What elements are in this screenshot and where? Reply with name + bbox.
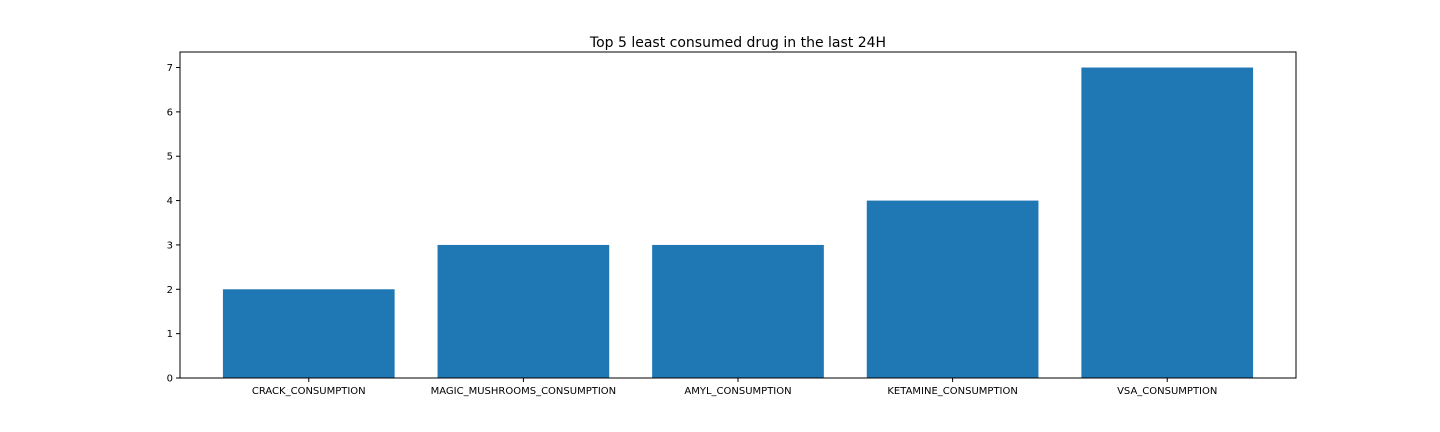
x-tick-label: VSA_CONSUMPTION xyxy=(1117,386,1217,397)
x-axis: CRACK_CONSUMPTION MAGIC_MUSHROOMS_CONSUMP… xyxy=(252,378,1217,397)
bar-crack-consumption xyxy=(222,289,395,378)
y-tick-label: 1 xyxy=(167,329,173,340)
chart-title: Top 5 least consumed drug in the last 24… xyxy=(589,35,886,51)
y-tick-label: 3 xyxy=(167,240,173,251)
plot-frame xyxy=(179,51,1297,379)
bar-amyl-consumption xyxy=(652,244,824,378)
x-tick-label: MAGIC_MUSHROOMS_CONSUMPTION xyxy=(431,386,617,397)
y-axis: 0 1 2 3 4 5 6 7 xyxy=(167,63,180,385)
x-tick-label: KETAMINE_CONSUMPTION xyxy=(887,386,1018,397)
x-tick-label: AMYL_CONSUMPTION xyxy=(684,386,791,397)
bar-magic-mushrooms-consumption xyxy=(437,244,610,378)
y-tick-label: 6 xyxy=(167,107,173,118)
bar-series xyxy=(222,67,1254,379)
bar-ketamine-consumption xyxy=(866,200,1039,378)
y-tick-label: 7 xyxy=(167,63,173,74)
x-tick-label: CRACK_CONSUMPTION xyxy=(252,386,366,397)
bar-vsa-consumption xyxy=(1081,67,1254,379)
y-tick-label: 2 xyxy=(167,285,173,296)
y-tick-label: 5 xyxy=(167,152,173,163)
y-tick-label: 0 xyxy=(167,374,173,385)
y-tick-label: 4 xyxy=(167,196,173,207)
